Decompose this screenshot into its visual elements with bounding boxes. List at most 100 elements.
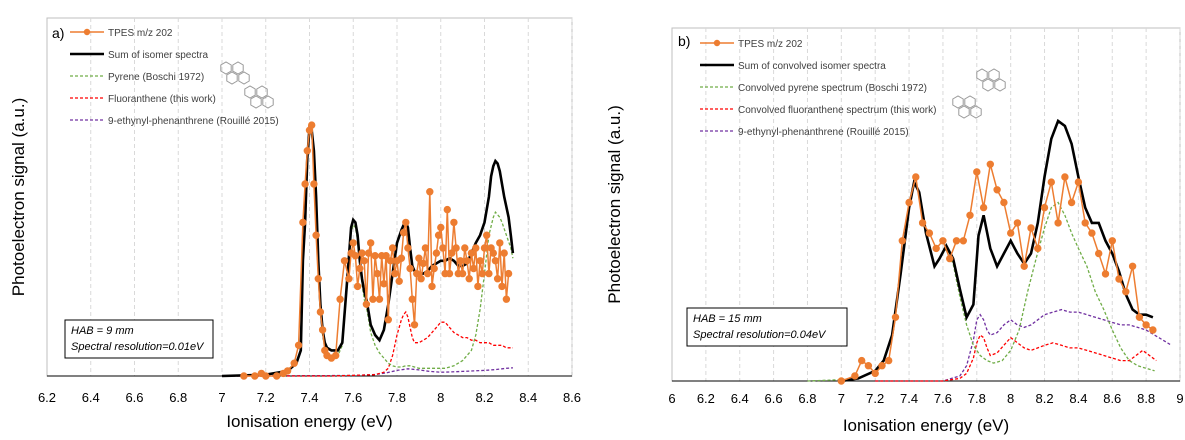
data-point [483,231,491,239]
molecule-ring [250,95,262,109]
annotation-text: Spectral resolution=0.04eV [693,329,827,341]
data-point [1061,173,1069,181]
series-line-2 [807,180,1155,382]
data-point [312,231,320,239]
annotation-text: Spectral resolution=0.01eV [71,341,205,353]
data-point [1149,326,1157,334]
data-point [251,372,259,380]
legend-label: TPES m/z 202 [738,39,803,50]
data-point [463,257,471,265]
data-point [1081,219,1089,227]
x-tick-label: 8.6 [1103,391,1121,406]
x-tick-label: 7.6 [344,390,362,405]
data-point [399,228,408,237]
data-point [367,239,375,247]
molecule-ring [232,61,244,75]
data-point [1000,198,1008,207]
data-point [419,259,427,268]
data-point [443,205,451,214]
data-point [349,239,357,247]
x-tick-label: 6.2 [38,390,56,405]
chart-panel-b: 6 6.2 6.4 6.6 6.8 7 7.2 7.4 7.6 7.8 8 8.2 8.4 8.6 8.8 9… [592,0,1185,435]
data-point [979,203,988,212]
data-point [461,244,469,252]
data-point [465,275,473,283]
data-point [1013,219,1022,227]
series-line-1 [841,118,1154,383]
data-point [939,237,947,245]
data-point [891,313,900,321]
data-point [925,229,934,237]
x-tick-label: 7.2 [866,391,884,406]
data-point [316,308,325,316]
data-point [871,369,879,378]
chart-panel-a: 6.2 6.4 6.6 6.8 7 7.2 7.4 7.6 7.8 8 8.2 8.4 8.6 Ionis… [0,0,592,435]
molecule-ring [988,68,1000,82]
molecule-ring [976,68,988,82]
data-point [384,316,392,324]
data-point [426,188,434,196]
data-point [362,300,371,308]
data-point [417,275,425,283]
data-point [360,257,368,265]
data-point [413,269,421,278]
data-point [397,254,406,262]
data-point [369,295,377,303]
data-point [283,367,292,375]
data-point [314,275,322,283]
data-point [993,186,1001,194]
data-point [493,275,502,283]
data-point [858,356,866,365]
data-point [437,223,445,232]
data-point [1095,249,1103,258]
molecule-structure-icon [244,85,274,109]
data-point [1040,203,1049,212]
data-point [308,121,316,129]
x-tick-label: 7 [218,390,225,405]
data-point [898,237,906,245]
x-tick-label: 8.8 [1137,391,1155,406]
x-tick-label: 6.4 [731,391,749,406]
annotation-box [64,319,214,359]
data-point [966,211,974,220]
data-point [310,180,318,188]
data-point [485,269,493,278]
data-point [1142,321,1150,329]
data-point [358,249,366,257]
data-point [959,237,967,245]
data-point [294,341,303,349]
data-point [474,282,482,291]
molecule-ring [958,105,970,119]
chart-b-svg: 6 6.2 6.4 6.6 6.8 7 7.2 7.4 7.6 7.8 8 8.2 8.4 8.6 8.8 9… [605,27,1184,435]
legend-marker [713,39,721,47]
data-point [380,280,388,288]
legend-label: Convolved pyrene spectrum (Boschi 1972) [738,83,927,94]
data-point [303,147,311,155]
data-point [456,257,465,265]
data-point [1067,198,1076,207]
data-point [489,249,497,257]
data-point [502,295,511,303]
x-tick-label: 6.2 [697,391,715,406]
molecule-structure-icon [952,95,982,119]
data-point [434,231,443,239]
data-point [415,254,423,262]
data-point [1101,270,1110,278]
annotation-text: HAB = 9 mm [71,325,134,337]
molecule-ring [226,71,238,85]
molecule-structure-icon [220,61,250,85]
x-tick-label: 6.6 [125,390,143,405]
x-tick-label: 7.4 [900,391,918,406]
legend-label: 9-ethynyl-phenanthrene (Rouillé 2015) [738,127,909,138]
data-point [918,219,927,227]
x-tick-label: 6.6 [765,391,783,406]
data-point [432,249,441,257]
x-tick-label: 8.2 [475,390,493,405]
molecule-ring [256,85,268,99]
molecule-ring [952,95,964,109]
data-point [478,269,486,278]
data-point [353,282,362,291]
molecule-ring [970,105,982,119]
data-point [1108,237,1116,245]
x-tick-label: 6.8 [169,390,187,405]
